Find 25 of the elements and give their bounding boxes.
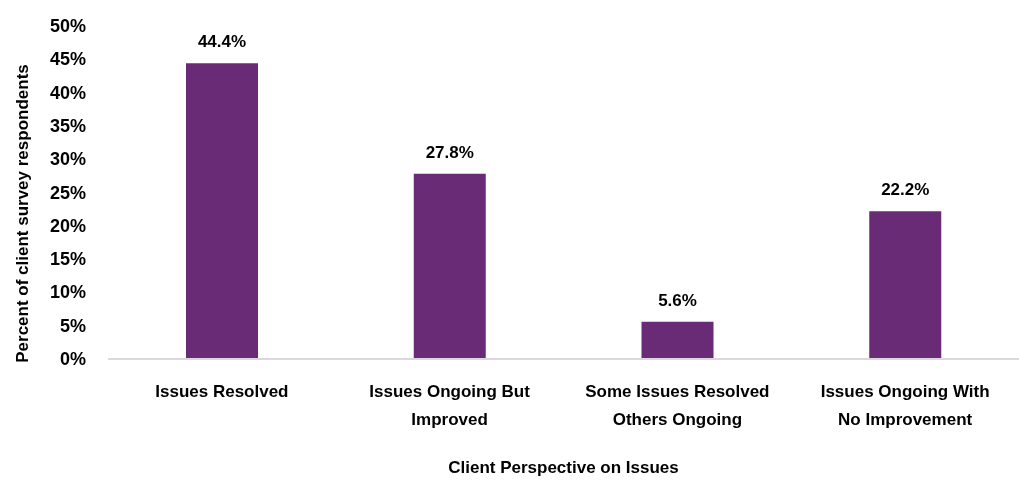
data-label: 27.8% [425, 142, 474, 162]
y-tick-label: 15% [49, 249, 86, 270]
data-label: 22.2% [881, 180, 930, 200]
bar [413, 173, 486, 359]
y-tick-label: 10% [49, 282, 86, 303]
y-tick-label: 50% [49, 16, 86, 36]
data-label: 5.6% [658, 290, 697, 310]
bar [186, 63, 258, 359]
x-tick-label: Issues Ongoing With No Improvement [820, 382, 990, 429]
y-tick-label: 0% [59, 349, 86, 369]
bar [869, 211, 942, 359]
x-tick-label: Issues Ongoing But Improved [369, 382, 531, 429]
bar [641, 321, 714, 359]
x-tick-label: Issues Resolved [155, 382, 289, 401]
y-tick-label: 30% [49, 149, 86, 170]
y-axis-title: Percent of client survey respondents [12, 64, 32, 363]
data-label: 44.4% [197, 32, 247, 52]
x-axis-title: Client Perspective on Issues [448, 458, 679, 477]
y-tick-label: 20% [49, 215, 86, 236]
y-tick-label: 40% [49, 82, 86, 103]
y-tick-label: 45% [49, 49, 86, 70]
x-tick-label: Some Issues Resolved Others Ongoing [585, 382, 770, 429]
y-tick-label: 5% [59, 315, 86, 336]
y-tick-label: 25% [49, 182, 86, 203]
y-tick-label: 35% [49, 115, 86, 136]
